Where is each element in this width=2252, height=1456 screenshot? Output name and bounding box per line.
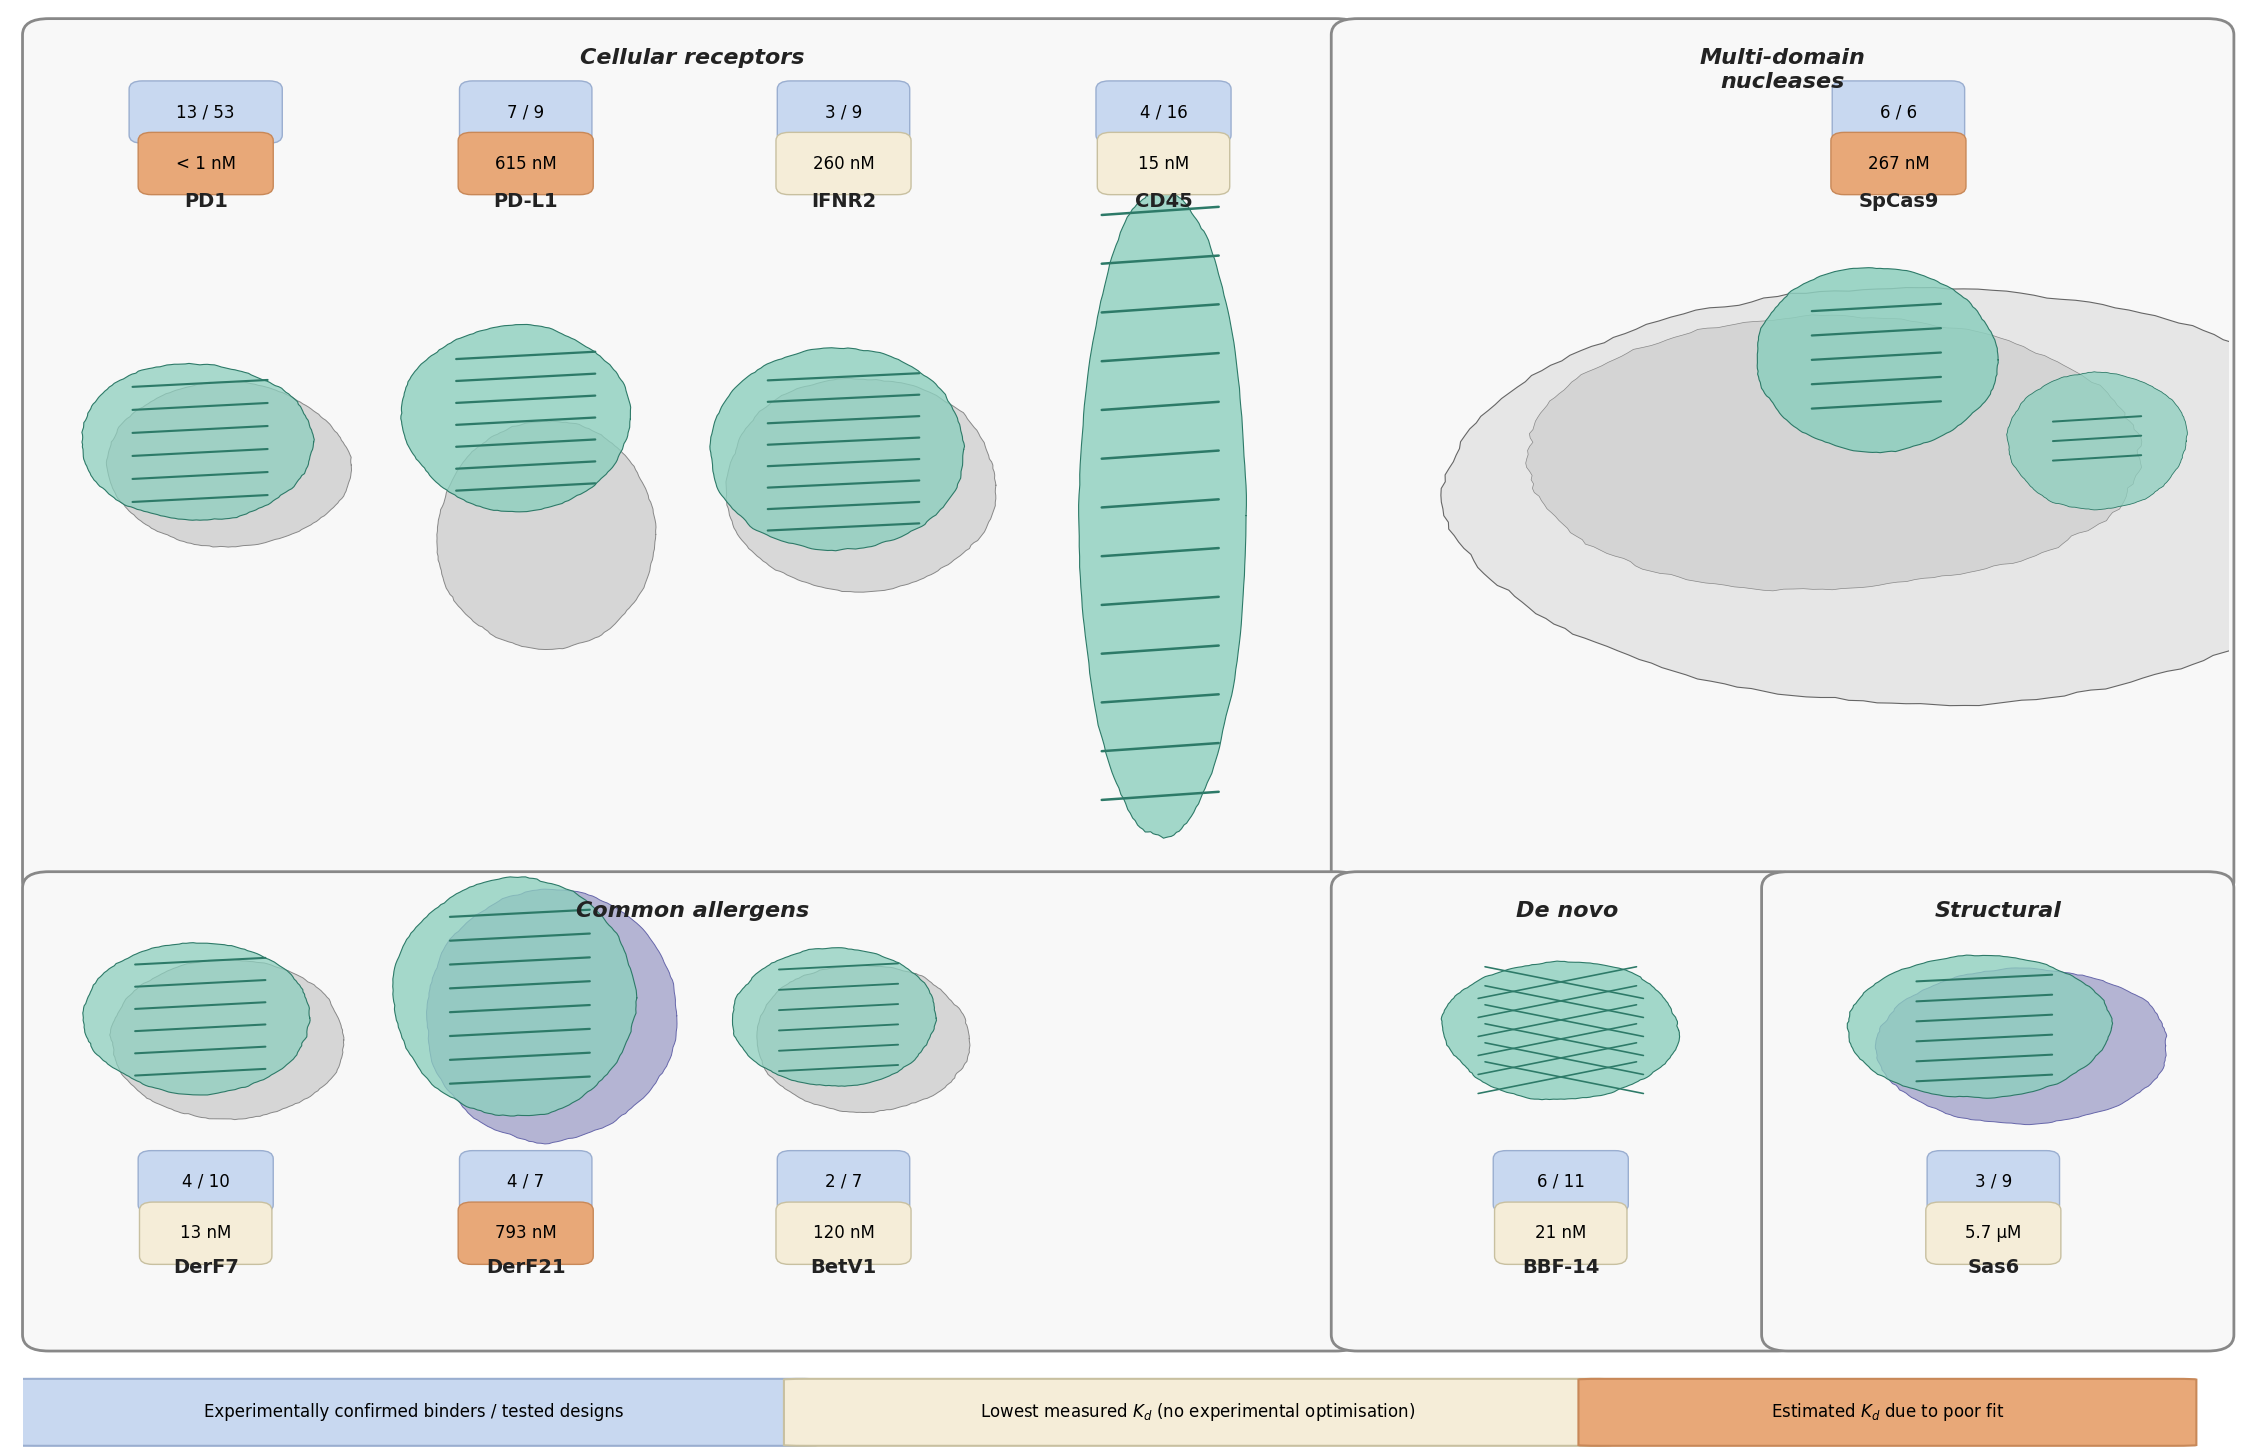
Text: 615 nM: 615 nM: [495, 154, 556, 172]
FancyBboxPatch shape: [137, 1150, 272, 1213]
FancyBboxPatch shape: [459, 1150, 592, 1213]
FancyBboxPatch shape: [777, 1203, 912, 1264]
Polygon shape: [732, 948, 937, 1086]
Text: 15 nM: 15 nM: [1137, 154, 1189, 172]
Polygon shape: [1079, 188, 1245, 839]
Polygon shape: [1847, 955, 2112, 1098]
FancyBboxPatch shape: [1831, 132, 1966, 195]
FancyBboxPatch shape: [777, 1150, 910, 1213]
Text: Common allergens: Common allergens: [577, 901, 808, 922]
Text: < 1 nM: < 1 nM: [176, 154, 236, 172]
Text: 120 nM: 120 nM: [813, 1224, 874, 1242]
FancyBboxPatch shape: [784, 1379, 1612, 1446]
Text: DerF21: DerF21: [486, 1258, 565, 1277]
Polygon shape: [392, 877, 637, 1115]
Text: 260 nM: 260 nM: [813, 154, 874, 172]
FancyBboxPatch shape: [1495, 1203, 1626, 1264]
FancyBboxPatch shape: [11, 1379, 817, 1446]
Polygon shape: [725, 379, 995, 593]
Text: Estimated $K_d$ due to poor fit: Estimated $K_d$ due to poor fit: [1770, 1401, 2004, 1424]
Text: Sas6: Sas6: [1968, 1258, 2020, 1277]
FancyBboxPatch shape: [1493, 1150, 1628, 1213]
Text: IFNR2: IFNR2: [811, 192, 876, 211]
Text: 267 nM: 267 nM: [1867, 154, 1930, 172]
Polygon shape: [1441, 287, 2252, 706]
FancyBboxPatch shape: [777, 132, 912, 195]
Polygon shape: [1757, 268, 1998, 453]
Polygon shape: [709, 348, 964, 550]
Text: 4 / 10: 4 / 10: [182, 1172, 230, 1191]
Text: Lowest measured $K_d$ (no experimental optimisation): Lowest measured $K_d$ (no experimental o…: [980, 1401, 1414, 1424]
Text: 4 / 7: 4 / 7: [507, 1172, 545, 1191]
Text: 5.7 μM: 5.7 μM: [1966, 1224, 2022, 1242]
Text: 3 / 9: 3 / 9: [824, 103, 863, 121]
Polygon shape: [83, 942, 311, 1095]
Text: PD-L1: PD-L1: [493, 192, 558, 211]
FancyBboxPatch shape: [23, 872, 1362, 1351]
FancyBboxPatch shape: [1097, 132, 1230, 195]
Polygon shape: [426, 890, 678, 1144]
FancyBboxPatch shape: [459, 82, 592, 143]
Polygon shape: [1876, 968, 2166, 1124]
FancyBboxPatch shape: [1833, 82, 1964, 143]
FancyBboxPatch shape: [457, 1203, 592, 1264]
Text: CD45: CD45: [1135, 192, 1191, 211]
Text: 6 / 11: 6 / 11: [1536, 1172, 1585, 1191]
FancyBboxPatch shape: [1925, 1203, 2061, 1264]
Text: 793 nM: 793 nM: [495, 1224, 556, 1242]
Polygon shape: [106, 381, 351, 547]
Text: 7 / 9: 7 / 9: [507, 103, 545, 121]
Text: Structural: Structural: [1934, 901, 2061, 922]
Text: Cellular receptors: Cellular receptors: [581, 48, 804, 68]
Text: De novo: De novo: [1516, 901, 1619, 922]
Polygon shape: [110, 960, 345, 1120]
Text: SpCas9: SpCas9: [1858, 192, 1939, 211]
Polygon shape: [81, 364, 315, 520]
Text: DerF7: DerF7: [173, 1258, 239, 1277]
Text: 2 / 7: 2 / 7: [824, 1172, 863, 1191]
Text: Experimentally confirmed binders / tested designs: Experimentally confirmed binders / teste…: [205, 1404, 624, 1421]
Text: 3 / 9: 3 / 9: [1975, 1172, 2011, 1191]
Polygon shape: [2007, 371, 2187, 510]
FancyBboxPatch shape: [1579, 1379, 2196, 1446]
Polygon shape: [401, 325, 631, 513]
Polygon shape: [1441, 961, 1680, 1099]
FancyBboxPatch shape: [1331, 872, 1804, 1351]
FancyBboxPatch shape: [457, 132, 592, 195]
Text: 4 / 16: 4 / 16: [1140, 103, 1187, 121]
FancyBboxPatch shape: [1097, 82, 1232, 143]
Text: Multi-domain
nucleases: Multi-domain nucleases: [1700, 48, 1865, 92]
Text: 13 / 53: 13 / 53: [176, 103, 234, 121]
Text: 21 nM: 21 nM: [1536, 1224, 1585, 1242]
Text: 6 / 6: 6 / 6: [1880, 103, 1916, 121]
FancyBboxPatch shape: [1928, 1150, 2061, 1213]
FancyBboxPatch shape: [777, 82, 910, 143]
Text: BetV1: BetV1: [811, 1258, 876, 1277]
FancyBboxPatch shape: [1761, 872, 2234, 1351]
Text: BBF-14: BBF-14: [1522, 1258, 1599, 1277]
Polygon shape: [1525, 314, 2142, 591]
FancyBboxPatch shape: [137, 132, 272, 195]
FancyBboxPatch shape: [128, 82, 282, 143]
FancyBboxPatch shape: [1331, 19, 2234, 897]
Text: PD1: PD1: [185, 192, 227, 211]
FancyBboxPatch shape: [23, 19, 1362, 897]
FancyBboxPatch shape: [140, 1203, 272, 1264]
Text: 13 nM: 13 nM: [180, 1224, 232, 1242]
Polygon shape: [757, 965, 971, 1112]
Polygon shape: [437, 421, 655, 649]
